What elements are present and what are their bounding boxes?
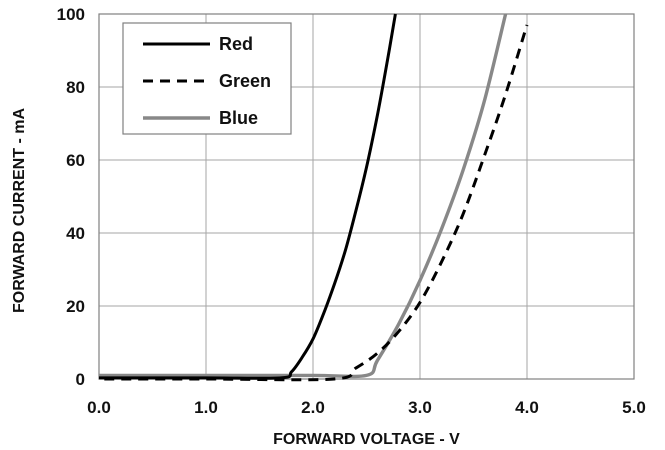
- x-tick-label: 0.0: [87, 398, 111, 417]
- legend: Red Green Blue: [122, 22, 292, 135]
- series-layer: [99, 13, 529, 382]
- legend-label-green: Green: [219, 71, 271, 91]
- series-line-blue: [99, 13, 508, 379]
- legend-label-blue: Blue: [219, 108, 258, 128]
- y-tick-label: 80: [66, 78, 85, 97]
- series-line-green: [104, 24, 529, 382]
- plot-frame: [98, 13, 635, 380]
- y-tick-labels: 0 20 40 60 80 100: [57, 5, 85, 389]
- series-line-red: [99, 13, 397, 380]
- x-tick-label: 2.0: [301, 398, 325, 417]
- y-axis-label: FORWARD CURRENT - mA: [11, 108, 28, 313]
- legend-box: [122, 22, 292, 135]
- y-tick-label: 40: [66, 224, 85, 243]
- x-tick-label: 3.0: [408, 398, 432, 417]
- y-tick-label: 0: [76, 370, 85, 389]
- y-tick-label: 100: [57, 5, 85, 24]
- y-tick-label: 20: [66, 297, 85, 316]
- x-axis-label: FORWARD VOLTAGE - V: [273, 431, 460, 448]
- x-tick-labels: 0.0 1.0 2.0 3.0 4.0 5.0: [87, 398, 646, 417]
- x-tick-label: 4.0: [515, 398, 539, 417]
- legend-label-red: Red: [219, 34, 253, 54]
- x-tick-label: 1.0: [194, 398, 218, 417]
- x-tick-label: 5.0: [622, 398, 646, 417]
- y-tick-label: 60: [66, 151, 85, 170]
